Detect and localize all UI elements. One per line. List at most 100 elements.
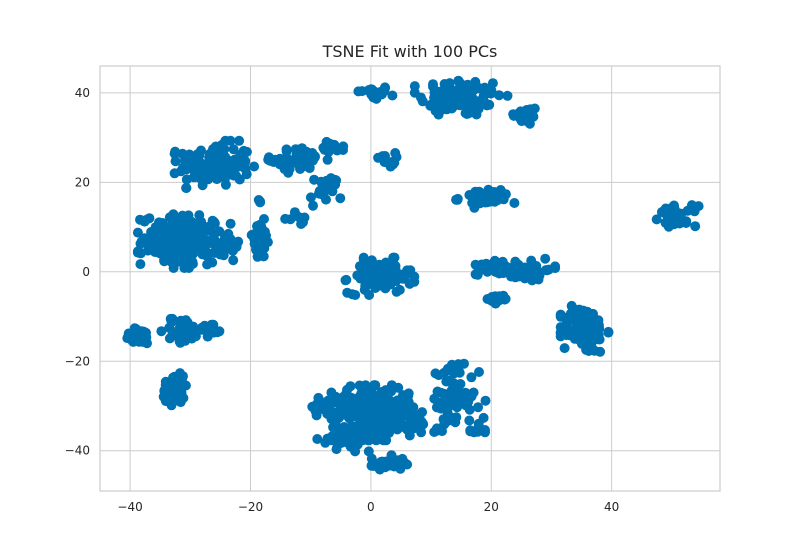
- data-point: [199, 324, 210, 335]
- data-point: [509, 198, 520, 208]
- data-point: [366, 265, 377, 276]
- chart-title: TSNE Fit with 100 PCs: [322, 42, 498, 61]
- data-point: [338, 406, 349, 417]
- data-point: [139, 233, 150, 244]
- data-point: [417, 96, 428, 107]
- data-point: [398, 390, 408, 401]
- data-point: [175, 337, 186, 348]
- data-point: [603, 326, 614, 337]
- data-point: [400, 399, 411, 410]
- data-point: [469, 96, 480, 107]
- data-point: [210, 141, 221, 152]
- data-point: [169, 168, 180, 179]
- data-point: [139, 216, 150, 227]
- data-point: [315, 188, 326, 199]
- data-point: [173, 244, 184, 255]
- data-point: [301, 146, 312, 157]
- data-point: [593, 330, 604, 341]
- data-point: [533, 269, 544, 280]
- data-point: [283, 167, 294, 178]
- data-point: [374, 464, 385, 475]
- data-point: [389, 252, 400, 263]
- data-point: [129, 323, 140, 334]
- data-point: [177, 162, 188, 173]
- data-point: [355, 273, 366, 284]
- data-point: [353, 86, 364, 97]
- data-point: [559, 343, 570, 354]
- data-point: [431, 96, 442, 107]
- data-point: [175, 253, 186, 264]
- data-point: [690, 221, 701, 232]
- x-tick-label: −40: [117, 500, 142, 514]
- data-point: [468, 85, 479, 96]
- data-point: [494, 291, 505, 302]
- data-point: [174, 377, 185, 388]
- data-point: [503, 264, 514, 275]
- data-point: [203, 174, 214, 185]
- data-point: [439, 97, 450, 108]
- data-point: [350, 446, 361, 457]
- data-point: [341, 274, 352, 285]
- data-point: [594, 323, 605, 334]
- data-point: [586, 325, 597, 336]
- data-point: [193, 236, 204, 247]
- data-point: [381, 435, 392, 446]
- data-point: [474, 367, 484, 377]
- data-point: [524, 118, 535, 129]
- data-point: [397, 419, 408, 430]
- data-point: [447, 359, 457, 370]
- data-point: [364, 279, 375, 289]
- data-point: [449, 368, 460, 379]
- data-point: [283, 154, 294, 165]
- data-point: [237, 148, 248, 159]
- y-tick-label: 20: [75, 175, 90, 189]
- data-point: [186, 333, 197, 344]
- data-point: [332, 145, 343, 156]
- data-point: [402, 265, 413, 276]
- data-point: [394, 284, 405, 295]
- data-point: [369, 380, 380, 391]
- data-point: [185, 238, 196, 249]
- data-point: [365, 433, 376, 444]
- data-point: [308, 200, 318, 211]
- data-point: [306, 155, 317, 165]
- data-point: [578, 305, 589, 316]
- data-point: [363, 412, 374, 423]
- axes-border: [99, 65, 721, 492]
- data-point: [175, 232, 186, 243]
- data-point: [168, 329, 179, 340]
- data-point: [170, 156, 181, 167]
- data-point: [486, 192, 497, 203]
- data-point: [154, 217, 164, 228]
- data-point: [415, 423, 426, 434]
- data-point: [555, 331, 566, 342]
- data-point: [322, 154, 333, 165]
- data-point: [280, 213, 291, 224]
- data-point: [281, 144, 292, 155]
- data-point: [391, 272, 401, 282]
- data-point: [438, 388, 449, 399]
- data-point: [156, 326, 167, 337]
- y-tick-label: −40: [65, 444, 90, 458]
- data-point: [455, 100, 465, 111]
- data-point: [175, 220, 186, 231]
- data-point: [294, 153, 305, 164]
- data-point: [208, 319, 219, 330]
- data-point: [322, 178, 333, 189]
- data-point: [478, 412, 489, 423]
- data-point: [259, 214, 269, 224]
- data-point: [354, 261, 365, 272]
- data-point: [331, 394, 342, 405]
- data-point: [202, 259, 213, 270]
- data-point: [150, 247, 160, 257]
- data-point: [473, 402, 484, 413]
- data-point: [175, 329, 186, 340]
- data-point: [214, 226, 225, 237]
- data-point: [468, 387, 479, 398]
- data-point: [458, 92, 469, 102]
- data-point: [428, 79, 438, 90]
- data-point: [431, 426, 442, 436]
- data-point: [207, 215, 218, 226]
- data-point: [213, 239, 224, 250]
